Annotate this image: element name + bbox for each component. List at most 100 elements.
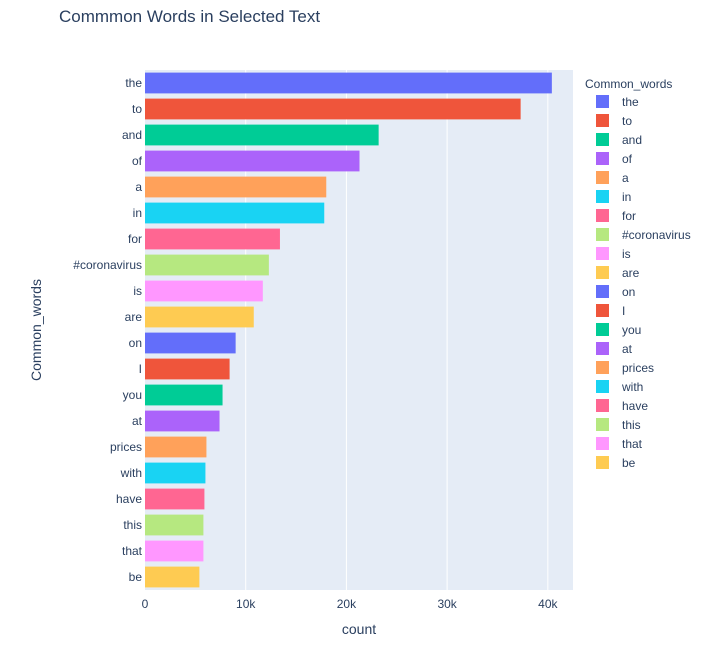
y-tick-label: and — [122, 128, 142, 142]
legend-item[interactable]: have — [596, 399, 648, 413]
bar-have[interactable] — [145, 488, 205, 510]
legend-item[interactable]: on — [596, 285, 635, 299]
legend-label: on — [622, 285, 635, 299]
legend-item[interactable]: #coronavirus — [596, 228, 691, 242]
legend-label: I — [622, 304, 625, 318]
y-tick-label: on — [129, 336, 142, 350]
y-tick-label: I — [139, 362, 142, 376]
bar-a[interactable] — [145, 176, 327, 198]
bar-coronavirus[interactable] — [145, 254, 269, 276]
y-tick-label: a — [135, 180, 142, 194]
bars — [145, 72, 552, 588]
legend-label: to — [622, 114, 632, 128]
legend-item[interactable]: I — [596, 304, 625, 318]
x-tick-label: 10k — [236, 597, 256, 611]
legend-swatch — [596, 304, 609, 317]
bar-are[interactable] — [145, 306, 254, 328]
y-axis-label: Common_words — [28, 279, 44, 381]
legend-swatch — [596, 342, 609, 355]
y-tick-label: be — [129, 570, 143, 584]
legend-swatch — [596, 399, 609, 412]
bar-in[interactable] — [145, 202, 325, 224]
legend-swatch — [596, 285, 609, 298]
legend-label: you — [622, 323, 641, 337]
bar-at[interactable] — [145, 410, 220, 432]
legend-item[interactable]: in — [596, 190, 631, 204]
chart-title: Commmon Words in Selected Text — [59, 7, 320, 26]
bar-the[interactable] — [145, 72, 552, 94]
legend-item[interactable]: at — [596, 342, 633, 356]
legend-label: prices — [622, 361, 654, 375]
legend-item[interactable]: the — [596, 95, 639, 109]
legend-item[interactable]: prices — [596, 361, 654, 375]
legend-swatch — [596, 95, 609, 108]
legend-swatch — [596, 190, 609, 203]
legend-swatch — [596, 247, 609, 260]
y-tick-label: prices — [110, 440, 142, 454]
x-tick-labels: 0 10k 20k 30k 40k — [142, 597, 559, 611]
y-tick-label: you — [123, 388, 142, 402]
legend-label: have — [622, 399, 648, 413]
legend-swatch — [596, 228, 609, 241]
legend-swatch — [596, 361, 609, 374]
legend-item[interactable]: you — [596, 323, 641, 337]
y-tick-label: #coronavirus — [73, 258, 142, 272]
legend-swatch — [596, 152, 609, 165]
bar-prices[interactable] — [145, 436, 207, 458]
legend-item[interactable]: for — [596, 209, 636, 223]
legend-swatch — [596, 133, 609, 146]
legend-item[interactable]: be — [596, 456, 636, 470]
y-tick-label: at — [132, 414, 143, 428]
legend-item[interactable]: and — [596, 133, 642, 147]
legend-item[interactable]: are — [596, 266, 640, 280]
bar-that[interactable] — [145, 540, 204, 562]
y-tick-label: for — [128, 232, 142, 246]
legend-item[interactable]: with — [596, 380, 643, 394]
y-tick-label: have — [116, 492, 142, 506]
bar-be[interactable] — [145, 566, 200, 588]
bar-to[interactable] — [145, 98, 521, 120]
legend-title: Common_words — [585, 77, 672, 91]
y-tick-label: in — [133, 206, 142, 220]
bar-and[interactable] — [145, 124, 379, 146]
legend-item[interactable]: a — [596, 171, 629, 185]
legend-item[interactable]: this — [596, 418, 641, 432]
y-tick-label: of — [132, 154, 143, 168]
legend-item[interactable]: to — [596, 114, 632, 128]
legend-swatch — [596, 209, 609, 222]
y-tick-label: are — [125, 310, 143, 324]
legend: Common_words the to and of a in for #coronaviru… — [585, 77, 691, 470]
x-tick-label: 20k — [337, 597, 357, 611]
bar-this[interactable] — [145, 514, 204, 536]
legend-label: of — [622, 152, 633, 166]
x-axis-label: count — [342, 621, 376, 637]
bar-of[interactable] — [145, 150, 360, 172]
legend-label: the — [622, 95, 639, 109]
y-tick-label: to — [132, 102, 142, 116]
legend-label: are — [622, 266, 640, 280]
bar-I[interactable] — [145, 358, 230, 380]
legend-swatch — [596, 266, 609, 279]
legend-swatch — [596, 418, 609, 431]
legend-label: that — [622, 437, 643, 451]
legend-label: be — [622, 456, 636, 470]
x-tick-label: 40k — [538, 597, 558, 611]
legend-label: this — [622, 418, 641, 432]
bar-is[interactable] — [145, 280, 263, 302]
bar-with[interactable] — [145, 462, 206, 484]
bar-on[interactable] — [145, 332, 236, 354]
bar-you[interactable] — [145, 384, 223, 406]
bar-for[interactable] — [145, 228, 280, 250]
legend-swatch — [596, 171, 609, 184]
legend-item[interactable]: is — [596, 247, 631, 261]
legend-item[interactable]: that — [596, 437, 643, 451]
legend-item[interactable]: of — [596, 152, 633, 166]
legend-swatch — [596, 437, 609, 450]
legend-swatch — [596, 380, 609, 393]
legend-swatch — [596, 456, 609, 469]
y-tick-label: that — [122, 544, 143, 558]
legend-label: for — [622, 209, 636, 223]
